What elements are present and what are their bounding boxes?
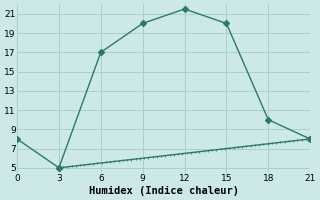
- X-axis label: Humidex (Indice chaleur): Humidex (Indice chaleur): [89, 186, 239, 196]
